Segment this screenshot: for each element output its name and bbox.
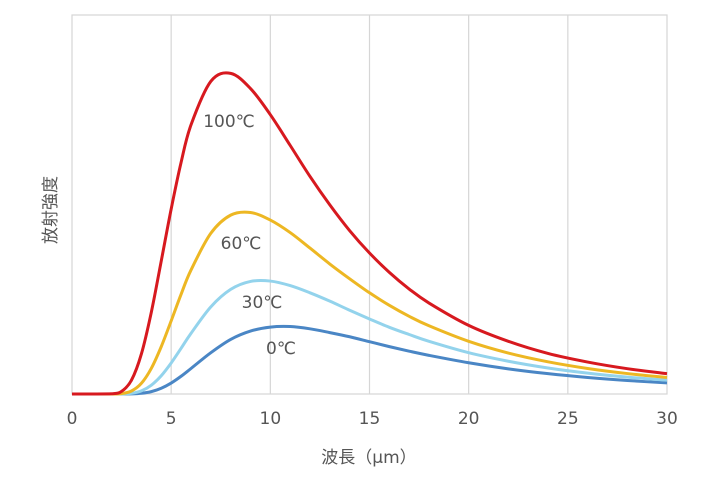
plot-area-border	[71, 14, 668, 395]
series-label-60c: 60℃	[221, 234, 262, 254]
x-tick-label: 25	[557, 409, 579, 429]
series-line-0	[72, 71, 668, 396]
x-tick-label: 5	[166, 409, 177, 429]
series-label-0c: 0℃	[266, 339, 296, 359]
series-lines	[72, 71, 668, 396]
x-tick-labels: 0 5 10 15 20 25 30	[67, 409, 678, 429]
x-tick-label: 30	[656, 409, 678, 429]
series-line-1	[72, 210, 668, 396]
grid-lines	[170, 15, 569, 394]
x-tick-label: 15	[359, 409, 381, 429]
x-tick-label: 20	[458, 409, 480, 429]
x-tick-label: 10	[260, 409, 282, 429]
y-axis-label: 放射強度	[41, 176, 61, 244]
series-line-2	[72, 278, 668, 396]
series-label-100c: 100℃	[203, 112, 255, 132]
x-axis-label: 波長（μm）	[321, 448, 416, 468]
series-label-30c: 30℃	[242, 293, 283, 313]
x-tick-label: 0	[67, 409, 78, 429]
series-line-3	[72, 324, 668, 396]
